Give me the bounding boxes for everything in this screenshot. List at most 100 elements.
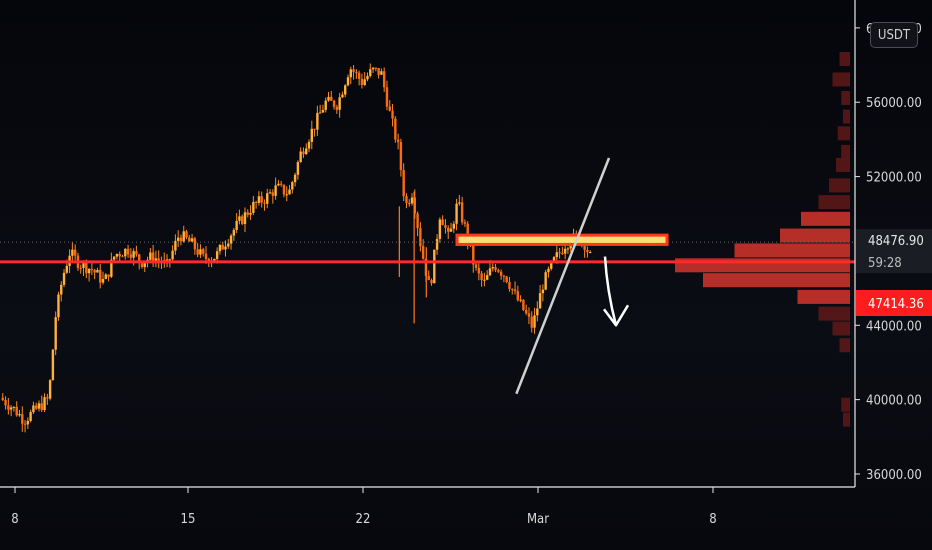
candle-body <box>505 276 508 282</box>
candle-body <box>93 269 96 273</box>
current-price-tag <box>856 229 932 274</box>
candle-body <box>196 249 199 255</box>
drawings <box>0 157 855 395</box>
candle-body <box>107 274 110 277</box>
candle-body <box>285 194 288 196</box>
candle-body <box>530 316 533 328</box>
candle-body <box>466 223 469 242</box>
candle-body <box>491 267 494 269</box>
candle-body <box>18 414 21 416</box>
candle-body <box>271 192 275 196</box>
candle-body <box>433 249 436 284</box>
candle-body <box>279 183 283 185</box>
candle-body <box>199 249 202 255</box>
candle-body <box>126 248 130 255</box>
volume-profile-bin <box>797 289 850 304</box>
candle-body <box>54 317 57 350</box>
candle-body <box>458 202 461 204</box>
candle-body <box>149 252 152 260</box>
candle-body <box>318 112 322 114</box>
candle-body <box>29 412 32 421</box>
volume-profile-bin <box>843 412 850 427</box>
candle-body <box>416 213 419 229</box>
candle-body <box>569 245 572 249</box>
candle-body <box>215 251 219 259</box>
last-price-tag <box>856 290 932 316</box>
resistance-zone[interactable] <box>455 233 669 246</box>
y-tick-label: 40000.00 <box>866 394 922 409</box>
candle-body <box>405 196 408 203</box>
candle-body <box>452 223 455 229</box>
candle-body <box>310 128 314 142</box>
candle-body <box>90 268 94 270</box>
candle-body <box>410 197 414 204</box>
candle-body <box>23 423 27 425</box>
candle-body <box>202 249 205 254</box>
candle-body <box>321 109 325 113</box>
down-arrow[interactable] <box>603 256 618 326</box>
candle-body <box>140 262 144 268</box>
candle-body <box>369 69 372 76</box>
candle-body <box>238 216 241 221</box>
candle-body <box>232 229 236 236</box>
candle-body <box>455 203 458 224</box>
candle-body <box>435 238 439 250</box>
candle-body <box>274 185 277 196</box>
candle-body <box>254 201 258 203</box>
candle-body <box>99 269 102 283</box>
candle-body <box>524 310 528 314</box>
x-tick-label: 8 <box>11 512 18 527</box>
candle-body <box>313 128 316 130</box>
currency-button[interactable]: USDT <box>870 22 918 48</box>
candle-body <box>421 246 425 259</box>
candle-body <box>360 78 364 85</box>
candle-body <box>555 252 558 258</box>
candle-body <box>260 196 263 203</box>
candle-body <box>449 228 453 232</box>
candle-body <box>402 169 405 197</box>
candle-body <box>37 403 41 409</box>
candle-body <box>463 222 467 224</box>
candle-body <box>391 110 394 119</box>
candle-body <box>132 251 135 258</box>
candle-body <box>327 96 330 101</box>
volume-profile-bin <box>780 228 850 243</box>
trendline[interactable] <box>515 157 611 395</box>
candle-body <box>536 308 539 316</box>
volume-profile-bin <box>829 178 850 193</box>
candle-body <box>589 252 592 254</box>
candle-body <box>427 275 430 281</box>
candle-body <box>257 196 261 203</box>
candle-body <box>104 274 107 279</box>
candle-body <box>474 264 478 268</box>
candle-body <box>118 253 121 257</box>
y-tick-label: 36000.00 <box>866 468 922 483</box>
candle-body <box>483 279 486 281</box>
candle-body <box>307 141 311 149</box>
candle-body <box>268 192 272 194</box>
candle-body <box>110 259 113 277</box>
candle-body <box>151 252 155 262</box>
candle-body <box>299 151 302 163</box>
candle-body <box>57 294 60 318</box>
candle-body <box>385 87 389 107</box>
candle-body <box>7 405 10 410</box>
candle-body <box>366 75 369 80</box>
candle-body <box>32 405 35 413</box>
currency-button-label: USDT <box>877 27 911 43</box>
x-tick-label: 15 <box>181 512 196 527</box>
candle-body <box>82 262 85 268</box>
candle-body <box>563 248 567 254</box>
volume-profile-bin <box>703 273 850 288</box>
volume-profile-bin <box>841 91 850 106</box>
candle-body <box>46 397 49 399</box>
candle-body <box>85 262 88 274</box>
candle-body <box>447 227 450 232</box>
candle-body <box>249 212 252 215</box>
candle-body <box>15 406 18 416</box>
candle-body <box>330 96 333 101</box>
candle-body <box>332 100 336 107</box>
x-tick-label: 22 <box>356 512 371 527</box>
candle-body <box>519 299 522 301</box>
